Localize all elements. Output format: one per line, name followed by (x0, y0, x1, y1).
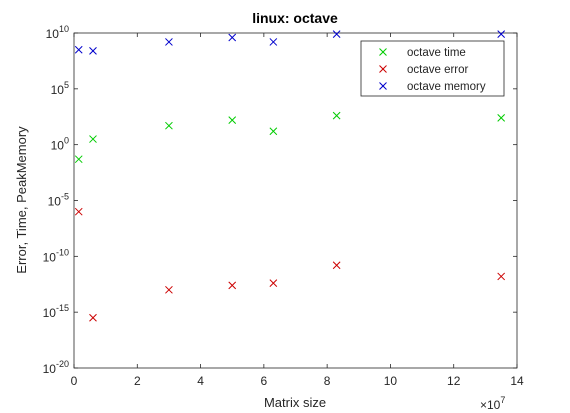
x-tick-label: 10 (384, 374, 398, 388)
octave-memory-point (497, 30, 506, 38)
legend-marker-octave-time-stroke-b (379, 48, 387, 56)
y-tick-base: 10 (43, 250, 57, 264)
octave-memory-point (228, 33, 237, 42)
octave-memory-point-stroke-b (89, 47, 97, 55)
legend-marker-octave-time (379, 48, 387, 56)
x-tick-label: 12 (447, 374, 461, 388)
octave-error-point (269, 279, 278, 287)
x-tick-label: 0 (71, 374, 78, 388)
x-axis-label: Matrix size (264, 395, 326, 410)
x-tick-label: 2 (134, 374, 141, 388)
x-tick-label: 4 (197, 374, 204, 388)
y-tick-label: 100 (51, 136, 69, 153)
octave-memory-point (74, 45, 83, 54)
octave-time-point (89, 135, 97, 143)
legend-entries: octave time octave error octave memory (379, 47, 486, 93)
legend-label-octave-error: octave error (407, 64, 469, 76)
octave-memory-point-stroke-b (165, 38, 173, 46)
legend-marker-octave-memory (379, 82, 387, 90)
y-tick-base: 10 (43, 362, 57, 376)
y-tick-base: 10 (46, 27, 60, 41)
octave-time-point-stroke-b (89, 135, 97, 143)
octave-error-point (74, 207, 83, 216)
data-markers (74, 30, 506, 322)
octave-error-point (332, 261, 341, 270)
octave-error-point-stroke-b (165, 285, 173, 294)
octave-memory-point-stroke-b (269, 38, 278, 46)
octave-error-point (89, 313, 97, 322)
y-tick-base: 10 (43, 306, 57, 320)
y-tick-label: 10-5 (48, 192, 69, 209)
octave-time-point (165, 121, 173, 130)
octave-memory-point-stroke-b (497, 30, 506, 38)
octave-error-point-stroke-b (228, 281, 237, 290)
octave-error-point (165, 285, 173, 294)
legend-label-octave-time: octave time (407, 47, 466, 59)
y-tick-base: 10 (48, 195, 62, 209)
x-tick-label: 8 (324, 374, 331, 388)
y-tick-exponent: -5 (61, 192, 69, 202)
octave-memory-point (89, 47, 97, 55)
octave-error-point (228, 281, 237, 290)
y-tick-exponent: 0 (64, 136, 69, 146)
legend-marker-octave-memory-stroke-b (379, 82, 387, 90)
octave-memory-point (165, 38, 173, 46)
y-tick-exponent: -10 (56, 247, 69, 257)
octave-memory-point-stroke-b (74, 45, 83, 54)
y-tick-label: 1010 (46, 24, 69, 41)
octave-time-point (269, 127, 278, 136)
x-tick-label: 14 (510, 374, 524, 388)
octave-time-point (228, 116, 237, 124)
x-exponent-power: 7 (500, 395, 505, 405)
octave-time-point-stroke-b (497, 114, 506, 122)
octave-time-point-stroke-b (228, 116, 237, 124)
octave-time-point (332, 111, 341, 120)
octave-memory-point-stroke-b (332, 30, 341, 38)
y-tick-exponent: -20 (56, 359, 69, 369)
octave-time-point-stroke-b (269, 127, 278, 136)
octave-time-point (497, 114, 506, 122)
y-tick-label: 10-20 (43, 359, 69, 376)
y-tick-base: 10 (51, 83, 65, 97)
x-tick-label: 6 (261, 374, 268, 388)
x-exponent-label: ×107 (480, 395, 505, 412)
octave-error-point (497, 272, 506, 281)
y-tick-exponent: -15 (56, 303, 69, 313)
octave-memory-point (269, 38, 278, 46)
octave-error-point-stroke-b (332, 261, 341, 270)
octave-memory-point-stroke-b (228, 33, 237, 42)
octave-error-point-stroke-b (74, 207, 83, 216)
y-axis-label: Error, Time, PeakMemory (14, 126, 29, 274)
legend-marker-octave-error (379, 65, 387, 73)
octave-time-point-stroke-b (332, 111, 341, 120)
x-exponent-base: ×10 (480, 398, 501, 412)
y-tick-exponent: 10 (59, 24, 69, 34)
octave-time-point-stroke-b (74, 155, 83, 164)
y-tick-base: 10 (51, 139, 65, 153)
legend-label-octave-memory: octave memory (407, 81, 486, 93)
y-tick-label: 105 (51, 80, 69, 97)
y-tick-label: 10-10 (43, 247, 69, 264)
legend-marker-octave-error-stroke-b (379, 65, 387, 73)
legend: octave time octave error octave memory (360, 40, 505, 97)
y-tick-label: 10-15 (43, 303, 69, 320)
octave-memory-point (332, 30, 341, 38)
x-axis-ticks: 0 2 4 6 8 10 12 14 (71, 33, 524, 388)
octave-time-point-stroke-b (165, 121, 173, 130)
octave-time-point (74, 155, 83, 164)
y-tick-exponent: 5 (64, 80, 69, 90)
octave-error-point-stroke-b (497, 272, 506, 281)
chart-title: linux: octave (252, 10, 338, 26)
octave-error-point-stroke-b (269, 279, 278, 287)
octave-error-point-stroke-b (89, 313, 97, 322)
